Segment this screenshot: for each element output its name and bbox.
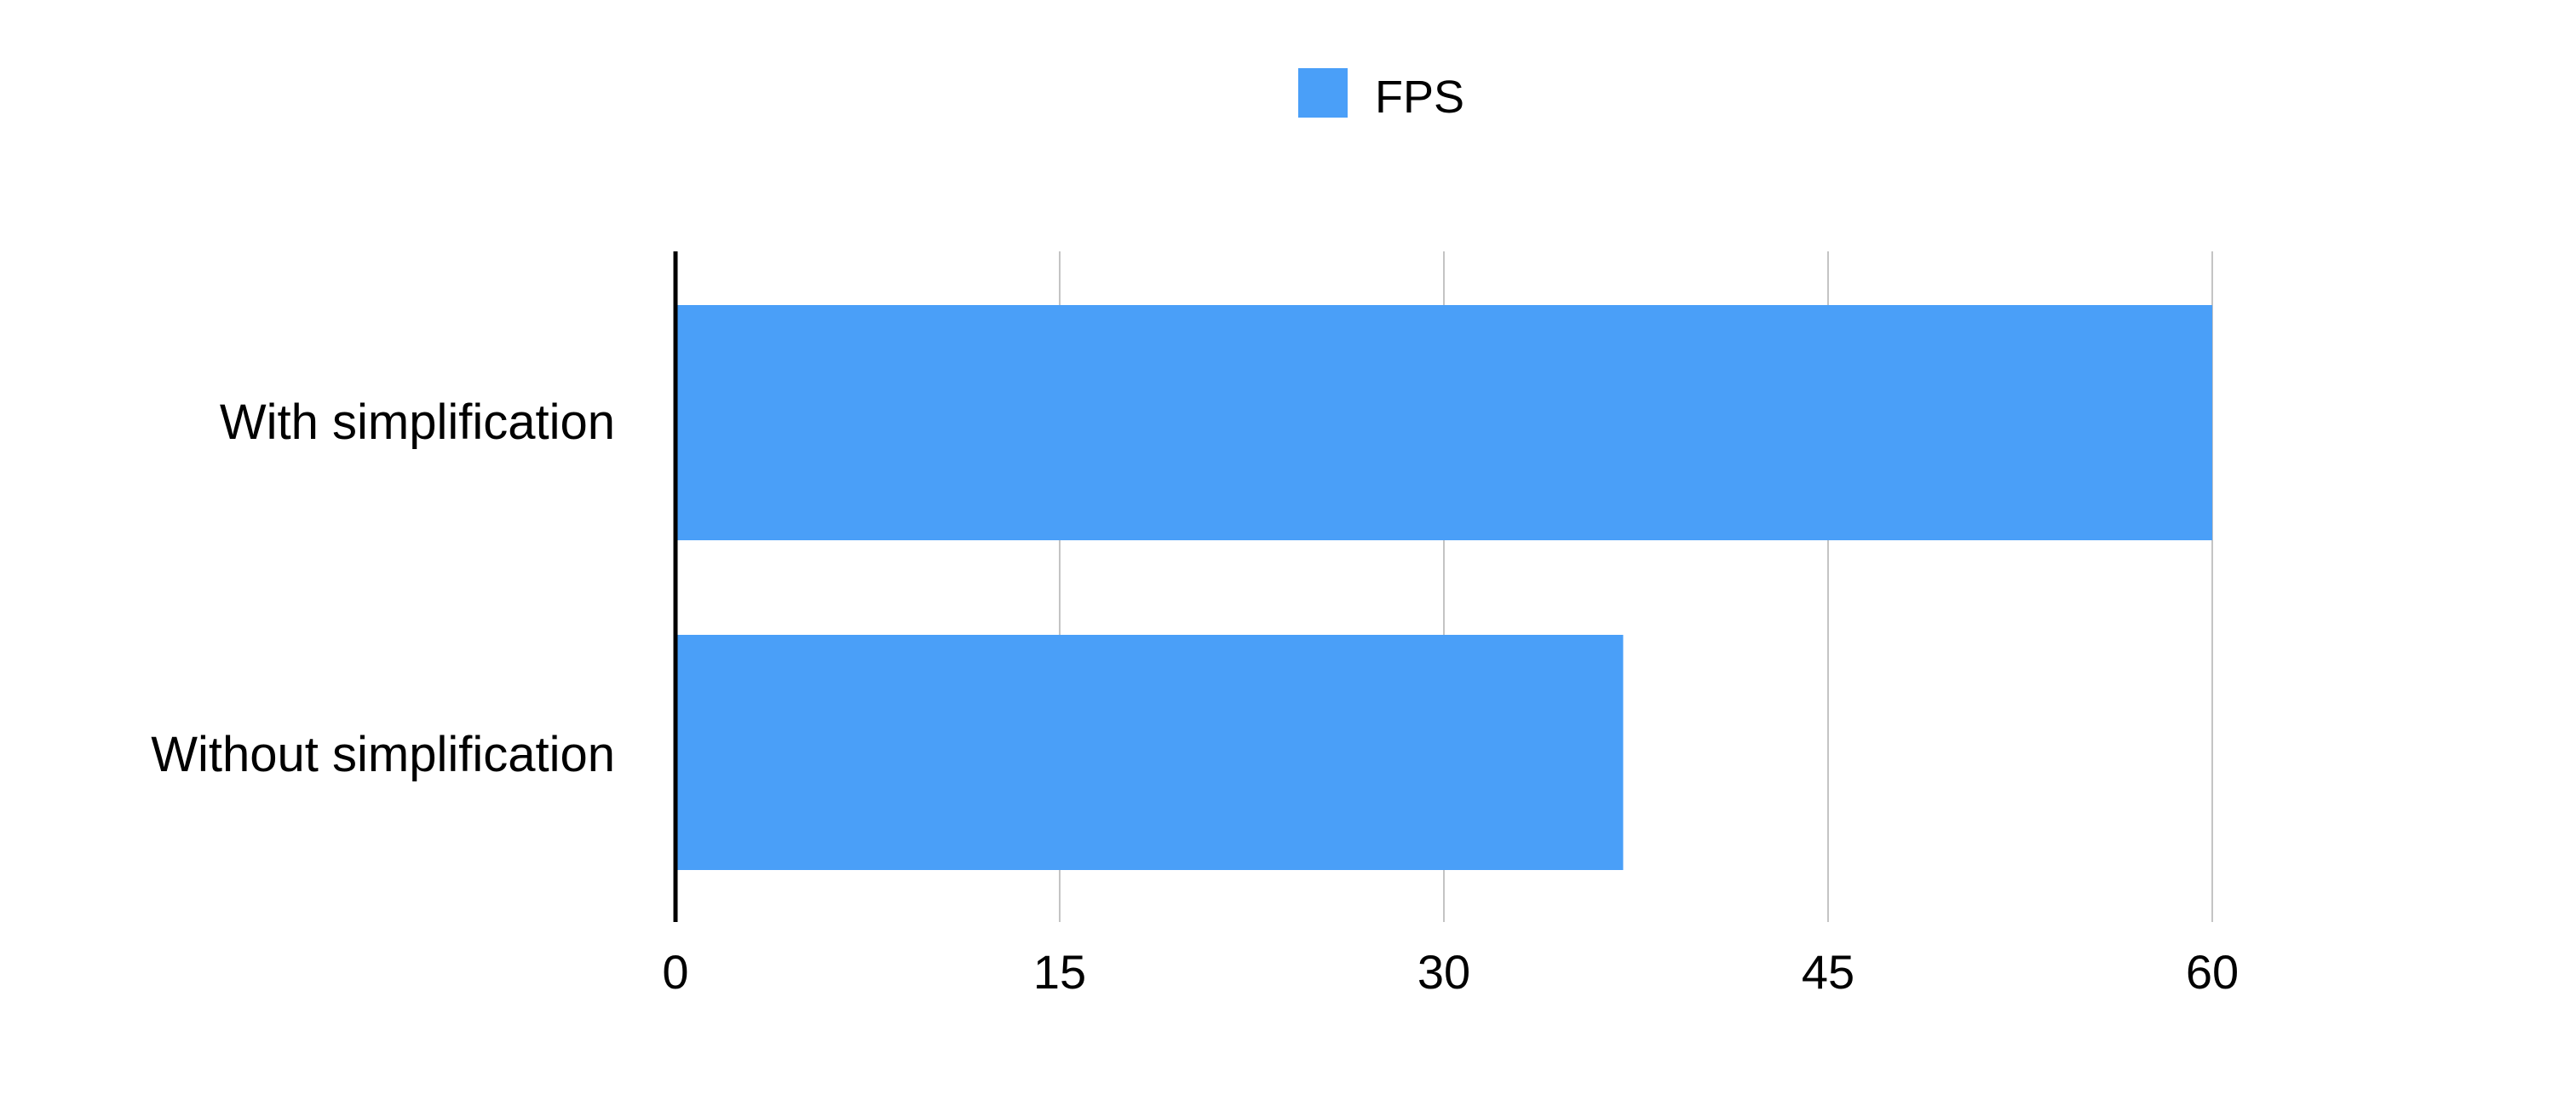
legend: FPS [1298, 68, 1464, 123]
bar-with-simplification [676, 305, 2212, 540]
bar-without-simplification [676, 635, 1624, 870]
legend-label-fps: FPS [1375, 72, 1464, 123]
category-label-without-simplification: Without simplification [151, 727, 615, 782]
x-tick-label-0: 0 [662, 945, 688, 999]
x-tick-label-60: 60 [2186, 945, 2239, 999]
x-tick-label-15: 15 [1033, 945, 1086, 999]
x-tick-label-45: 45 [1802, 945, 1854, 999]
category-labels: With simplification Without simplificati… [151, 395, 615, 782]
legend-swatch-fps [1298, 68, 1348, 118]
category-label-with-simplification: With simplification [220, 395, 615, 450]
x-axis-tick-labels: 0 15 30 45 60 [662, 945, 2239, 999]
bars [676, 305, 2212, 870]
x-tick-label-30: 30 [1417, 945, 1470, 999]
